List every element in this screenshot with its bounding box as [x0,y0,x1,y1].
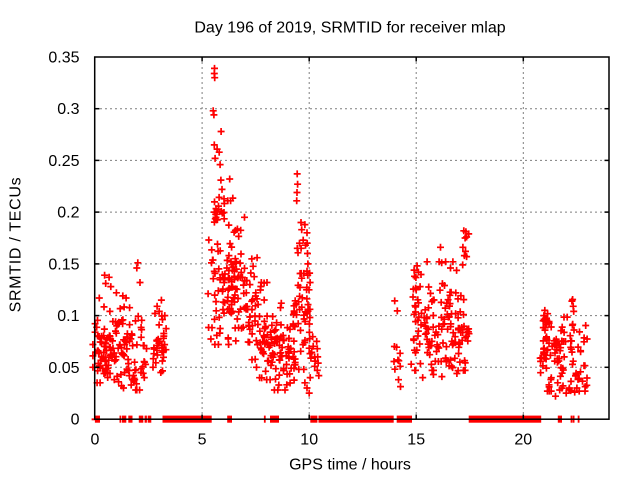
svg-text:5: 5 [198,432,207,449]
svg-text:10: 10 [300,432,318,449]
svg-text:GPS time / hours: GPS time / hours [289,456,411,473]
svg-text:0.3: 0.3 [57,101,79,118]
svg-text:0.35: 0.35 [48,50,79,67]
svg-text:15: 15 [407,432,425,449]
svg-text:0.15: 0.15 [48,256,79,273]
svg-text:SRMTID / TECUs: SRMTID / TECUs [8,177,25,313]
svg-text:0.2: 0.2 [57,205,79,222]
svg-text:Day 196 of 2019, SRMTID for re: Day 196 of 2019, SRMTID for receiver mla… [194,19,505,36]
svg-text:0.1: 0.1 [57,308,79,325]
svg-text:0: 0 [71,412,80,429]
svg-text:0.05: 0.05 [48,360,79,377]
svg-text:0: 0 [91,432,100,449]
svg-text:20: 20 [514,432,532,449]
svg-text:0.25: 0.25 [48,153,79,170]
